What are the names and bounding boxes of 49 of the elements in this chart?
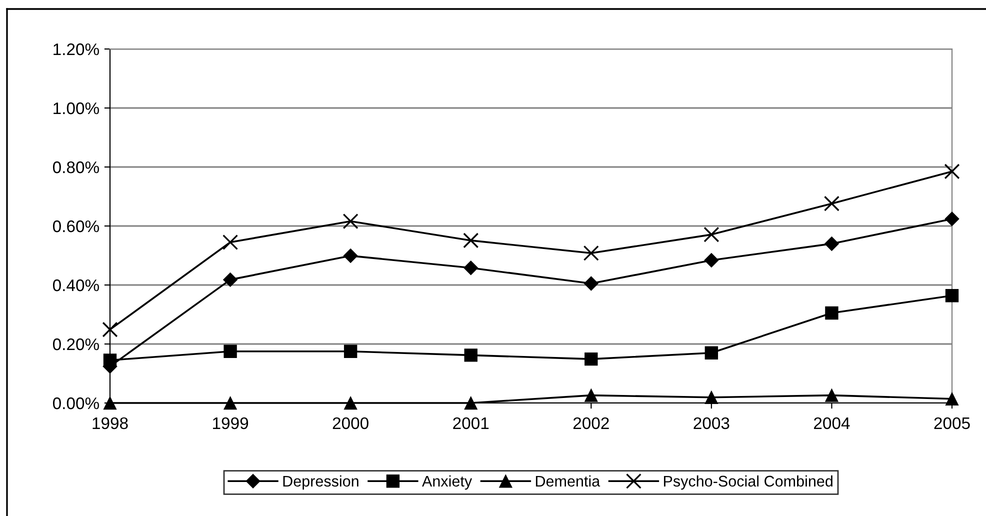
point <box>102 322 118 338</box>
point <box>224 344 237 358</box>
point <box>825 388 838 402</box>
point <box>464 396 478 410</box>
point <box>583 245 599 261</box>
point <box>584 276 598 291</box>
x-tick-label: 2005 <box>934 417 970 430</box>
x-tick-label: 1999 <box>213 417 248 430</box>
point <box>945 289 959 302</box>
point <box>584 388 598 402</box>
legend-label: Dementia <box>536 475 600 487</box>
x-tick-label: 2000 <box>332 417 368 430</box>
point <box>463 232 479 248</box>
x-tick-label: 2004 <box>814 417 850 430</box>
point <box>103 396 117 410</box>
legend-label: Psycho-Social Combined <box>664 475 832 490</box>
point <box>944 164 960 180</box>
legend-label: Depression <box>283 475 358 490</box>
point <box>344 344 358 358</box>
point <box>223 272 238 287</box>
point <box>704 346 718 360</box>
x-tick-label: 2002 <box>573 417 609 430</box>
point <box>704 390 718 404</box>
y-tick-label: 0.60% <box>52 220 99 232</box>
point <box>344 396 358 410</box>
point <box>343 248 358 264</box>
x-tick-label: 2003 <box>694 417 730 430</box>
point <box>945 392 959 406</box>
y-tick-label: 0.40% <box>52 279 99 292</box>
x-tick-label: 2001 <box>453 417 489 430</box>
y-tick-label: 1.00% <box>54 102 99 114</box>
point <box>704 252 719 268</box>
y-tick-label: 0.00% <box>52 397 99 410</box>
point <box>584 352 598 366</box>
point <box>342 214 358 230</box>
x-tick-label: 1998 <box>92 417 128 430</box>
point <box>824 196 840 212</box>
y-tick-label: 1.20% <box>54 43 99 56</box>
point <box>704 226 720 242</box>
point <box>464 260 478 276</box>
point <box>825 306 838 320</box>
point <box>944 212 960 226</box>
point <box>464 348 478 362</box>
point <box>824 236 839 251</box>
legend-label: Anxiety <box>422 475 472 490</box>
point <box>222 234 238 250</box>
y-tick-label: 0.20% <box>52 338 99 350</box>
point <box>224 396 237 410</box>
y-tick-label: 0.80% <box>52 161 99 174</box>
